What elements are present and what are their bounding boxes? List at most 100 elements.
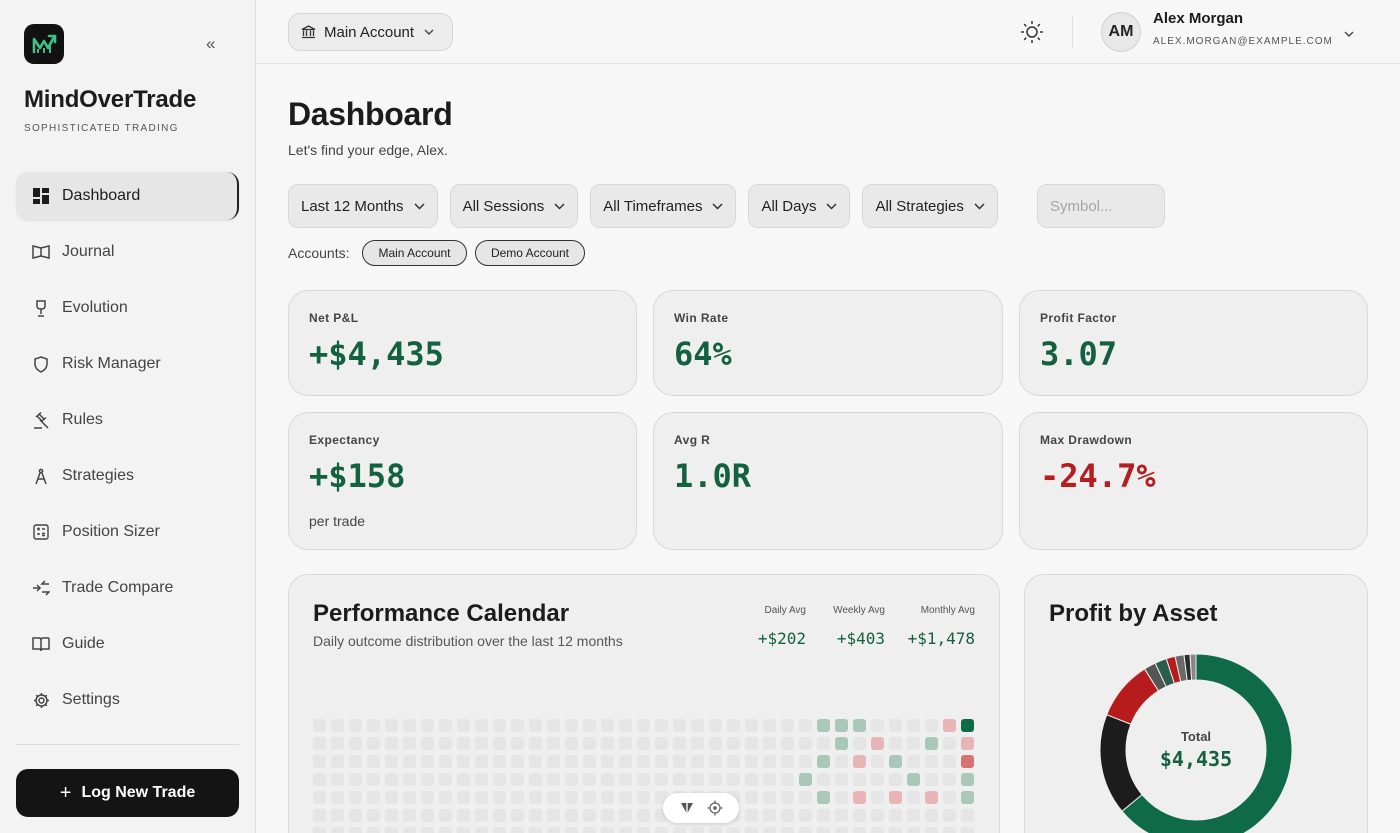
calendar-day-cell[interactable] <box>799 773 812 786</box>
calendar-day-cell[interactable] <box>403 791 416 804</box>
donut-slice[interactable] <box>1121 653 1293 833</box>
calendar-day-cell[interactable] <box>421 773 434 786</box>
calendar-day-cell[interactable] <box>349 737 362 750</box>
calendar-day-cell[interactable] <box>331 737 344 750</box>
calendar-day-cell[interactable] <box>493 809 506 822</box>
calendar-day-cell[interactable] <box>637 773 650 786</box>
calendar-day-cell[interactable] <box>745 755 758 768</box>
calendar-day-cell[interactable] <box>313 791 326 804</box>
calendar-day-cell[interactable] <box>475 737 488 750</box>
calendar-day-cell[interactable] <box>439 809 452 822</box>
calendar-day-cell[interactable] <box>583 755 596 768</box>
calendar-day-cell[interactable] <box>421 827 434 833</box>
user-menu-chevron-icon[interactable] <box>1344 24 1354 42</box>
account-chip-main[interactable]: Main Account <box>362 240 467 266</box>
calendar-day-cell[interactable] <box>853 755 866 768</box>
calendar-day-cell[interactable] <box>331 809 344 822</box>
calendar-day-cell[interactable] <box>745 737 758 750</box>
calendar-day-cell[interactable] <box>871 755 884 768</box>
calendar-day-cell[interactable] <box>943 773 956 786</box>
calendar-day-cell[interactable] <box>925 827 938 833</box>
sidebar-item-settings[interactable]: Settings <box>16 676 239 724</box>
calendar-day-cell[interactable] <box>457 827 470 833</box>
calendar-day-cell[interactable] <box>637 791 650 804</box>
calendar-day-cell[interactable] <box>403 755 416 768</box>
calendar-day-cell[interactable] <box>853 809 866 822</box>
sidebar-item-position-sizer[interactable]: Position Sizer <box>16 508 239 556</box>
calendar-day-cell[interactable] <box>889 755 902 768</box>
calendar-day-cell[interactable] <box>349 791 362 804</box>
calendar-day-cell[interactable] <box>367 737 380 750</box>
calendar-day-cell[interactable] <box>943 719 956 732</box>
calendar-day-cell[interactable] <box>331 719 344 732</box>
calendar-day-cell[interactable] <box>367 755 380 768</box>
calendar-day-cell[interactable] <box>943 809 956 822</box>
calendar-day-cell[interactable] <box>619 773 632 786</box>
calendar-day-cell[interactable] <box>889 773 902 786</box>
calendar-day-cell[interactable] <box>403 719 416 732</box>
calendar-day-cell[interactable] <box>799 827 812 833</box>
calendar-day-cell[interactable] <box>781 809 794 822</box>
calendar-day-cell[interactable] <box>457 737 470 750</box>
calendar-day-cell[interactable] <box>817 773 830 786</box>
calendar-day-cell[interactable] <box>403 809 416 822</box>
calendar-day-cell[interactable] <box>655 755 668 768</box>
calendar-day-cell[interactable] <box>961 737 974 750</box>
calendar-day-cell[interactable] <box>727 773 740 786</box>
calendar-day-cell[interactable] <box>871 719 884 732</box>
sidebar-item-rules[interactable]: Rules <box>16 396 239 444</box>
calendar-day-cell[interactable] <box>547 809 560 822</box>
calendar-day-cell[interactable] <box>601 773 614 786</box>
calendar-day-cell[interactable] <box>475 755 488 768</box>
calendar-day-cell[interactable] <box>601 827 614 833</box>
calendar-day-cell[interactable] <box>907 773 920 786</box>
calendar-day-cell[interactable] <box>853 791 866 804</box>
filter-timeframes[interactable]: All Timeframes <box>590 184 737 228</box>
calendar-day-cell[interactable] <box>601 809 614 822</box>
calendar-day-cell[interactable] <box>691 719 704 732</box>
calendar-day-cell[interactable] <box>475 719 488 732</box>
calendar-day-cell[interactable] <box>439 773 452 786</box>
calendar-day-cell[interactable] <box>529 827 542 833</box>
calendar-day-cell[interactable] <box>601 791 614 804</box>
calendar-day-cell[interactable] <box>565 791 578 804</box>
collapse-sidebar-icon[interactable]: « <box>206 34 216 53</box>
calendar-day-cell[interactable] <box>835 809 848 822</box>
calendar-day-cell[interactable] <box>493 791 506 804</box>
calendar-day-cell[interactable] <box>943 827 956 833</box>
calendar-day-cell[interactable] <box>907 755 920 768</box>
calendar-day-cell[interactable] <box>835 773 848 786</box>
calendar-day-cell[interactable] <box>637 719 650 732</box>
calendar-day-cell[interactable] <box>781 773 794 786</box>
calendar-day-cell[interactable] <box>619 755 632 768</box>
calendar-day-cell[interactable] <box>439 719 452 732</box>
calendar-day-cell[interactable] <box>691 773 704 786</box>
calendar-day-cell[interactable] <box>529 773 542 786</box>
calendar-day-cell[interactable] <box>313 809 326 822</box>
calendar-day-cell[interactable] <box>727 737 740 750</box>
calendar-day-cell[interactable] <box>871 791 884 804</box>
calendar-day-cell[interactable] <box>475 773 488 786</box>
calendar-day-cell[interactable] <box>421 791 434 804</box>
calendar-day-cell[interactable] <box>961 755 974 768</box>
symbol-input[interactable] <box>1037 184 1165 228</box>
calendar-day-cell[interactable] <box>709 773 722 786</box>
calendar-day-cell[interactable] <box>799 719 812 732</box>
calendar-day-cell[interactable] <box>799 809 812 822</box>
calendar-day-cell[interactable] <box>619 809 632 822</box>
calendar-day-cell[interactable] <box>853 719 866 732</box>
calendar-day-cell[interactable] <box>547 827 560 833</box>
sidebar-item-journal[interactable]: Journal <box>16 228 239 276</box>
calendar-day-cell[interactable] <box>871 809 884 822</box>
calendar-day-cell[interactable] <box>655 737 668 750</box>
calendar-day-cell[interactable] <box>493 755 506 768</box>
filter-sessions[interactable]: All Sessions <box>449 184 579 228</box>
calendar-day-cell[interactable] <box>565 773 578 786</box>
calendar-day-cell[interactable] <box>727 719 740 732</box>
calendar-day-cell[interactable] <box>439 755 452 768</box>
calendar-day-cell[interactable] <box>385 755 398 768</box>
calendar-day-cell[interactable] <box>421 719 434 732</box>
calendar-day-cell[interactable] <box>907 719 920 732</box>
calendar-day-cell[interactable] <box>421 755 434 768</box>
calendar-day-cell[interactable] <box>565 827 578 833</box>
